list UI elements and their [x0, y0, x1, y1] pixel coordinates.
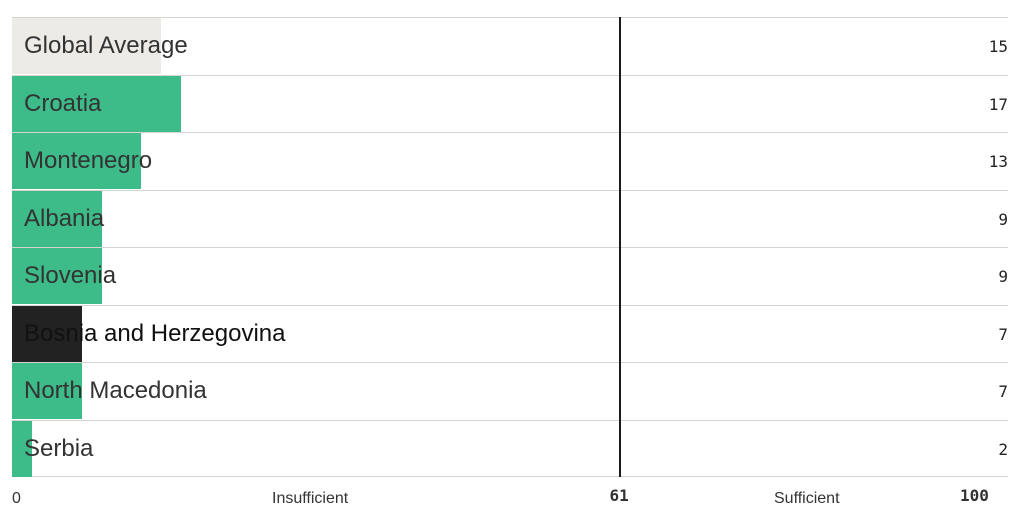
- axis-max-label: 100: [960, 486, 989, 505]
- category-label: Montenegro: [24, 147, 153, 174]
- value-label: 9: [998, 267, 1008, 286]
- value-label: 17: [988, 94, 1008, 114]
- bar: [12, 305, 82, 362]
- axis-sufficient-label: Sufficient: [774, 490, 840, 507]
- bar: [12, 420, 32, 477]
- bar-row: Bosnia and Herzegovina 7: [12, 304, 1008, 362]
- bar-row: Croatia 17: [12, 74, 1008, 132]
- category-label: Serbia: [24, 434, 94, 462]
- bar: [12, 190, 102, 247]
- value-label: 13: [988, 152, 1008, 171]
- value-label: 15: [988, 37, 1008, 56]
- bar: [12, 248, 102, 304]
- category-label: Albania: [24, 204, 105, 232]
- category-label: Slovenia: [24, 262, 117, 289]
- threshold-line: [618, 17, 621, 477]
- bar-row: Serbia 2: [12, 419, 1008, 477]
- bar-row: Montenegro 13: [12, 132, 1008, 189]
- bar: [12, 363, 82, 419]
- bar: [12, 75, 182, 132]
- category-label: Global Average: [24, 32, 188, 59]
- axis-min-label: 0: [12, 490, 21, 507]
- bar: [12, 133, 142, 189]
- category-label: North Macedonia: [24, 377, 207, 404]
- value-label: 2: [998, 439, 1008, 459]
- category-label: Bosnia and Herzegovina: [24, 319, 286, 347]
- bar: [12, 18, 162, 74]
- value-label: 7: [998, 324, 1008, 344]
- bar-row: Slovenia 9: [12, 247, 1008, 304]
- value-label: 7: [998, 382, 1008, 401]
- bar-row: Global Average 15: [12, 17, 1008, 74]
- category-label: Croatia: [24, 89, 102, 117]
- axis-insufficient-label: Insufficient: [272, 490, 349, 507]
- value-label: 9: [998, 209, 1008, 229]
- axis-threshold-label: 61: [609, 486, 629, 505]
- bar-row: Albania 9: [12, 189, 1008, 247]
- bar-row: North Macedonia 7: [12, 362, 1008, 419]
